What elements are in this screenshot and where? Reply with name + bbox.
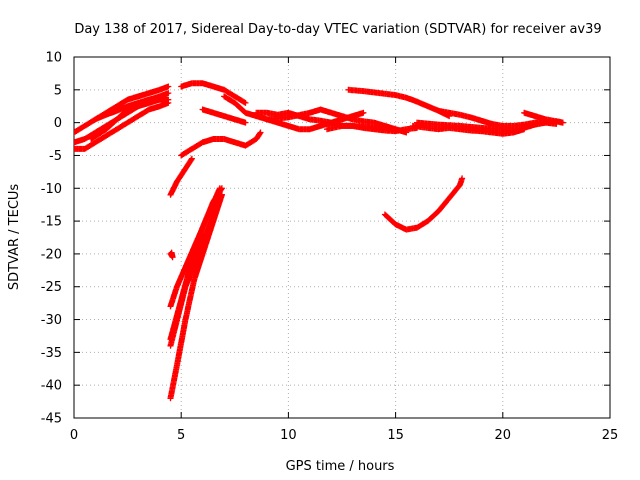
- series-track-04: [88, 96, 152, 142]
- y-tick-label: 0: [54, 116, 62, 131]
- x-tick-label: 25: [602, 428, 619, 443]
- series-track-03: [74, 99, 172, 152]
- series-track-16: [521, 109, 566, 126]
- y-tick-label: -45: [41, 412, 62, 427]
- y-tick-label: -20: [41, 247, 62, 262]
- y-tick-label: -15: [41, 215, 62, 230]
- y-tick-label: -35: [41, 346, 62, 361]
- y-tick-label: -40: [41, 379, 62, 394]
- y-tick-label: -5: [49, 149, 62, 164]
- series-track-07: [199, 106, 249, 126]
- plot-frame: [73, 56, 611, 419]
- series-track-17: [178, 129, 264, 159]
- y-tick-label: 10: [45, 51, 62, 66]
- series-track-23: [167, 191, 225, 402]
- x-tick-label: 0: [70, 428, 78, 443]
- series-track-06: [178, 80, 249, 106]
- y-tick-label: 5: [54, 83, 62, 98]
- y-axis-label: SDTVAR / TECUs: [7, 184, 22, 291]
- data-series: [74, 80, 566, 402]
- x-tick-label: 10: [280, 428, 297, 443]
- axis-ticks: 0 5 10 15 20 25 10 5 0 -5 -10 -15 -20 -25 -30 -35 -40 -45: [41, 51, 619, 444]
- series-track-18: [167, 155, 195, 198]
- series-track-19: [381, 175, 466, 233]
- x-axis-label: GPS time / hours: [286, 459, 395, 474]
- x-tick-label: 20: [495, 428, 512, 443]
- y-tick-label: -25: [41, 280, 62, 295]
- series-track-11: [324, 122, 399, 133]
- grid: [74, 57, 610, 418]
- chart-title: Day 138 of 2017, Sidereal Day-to-day VTE…: [74, 22, 601, 37]
- series-track-24: [167, 249, 176, 261]
- y-tick-label: -30: [41, 313, 62, 328]
- series-track-15: [435, 107, 560, 129]
- x-tick-label: 5: [177, 428, 185, 443]
- x-tick-label: 15: [387, 428, 404, 443]
- y-tick-label: -10: [41, 182, 62, 197]
- series-track-05: [92, 83, 172, 123]
